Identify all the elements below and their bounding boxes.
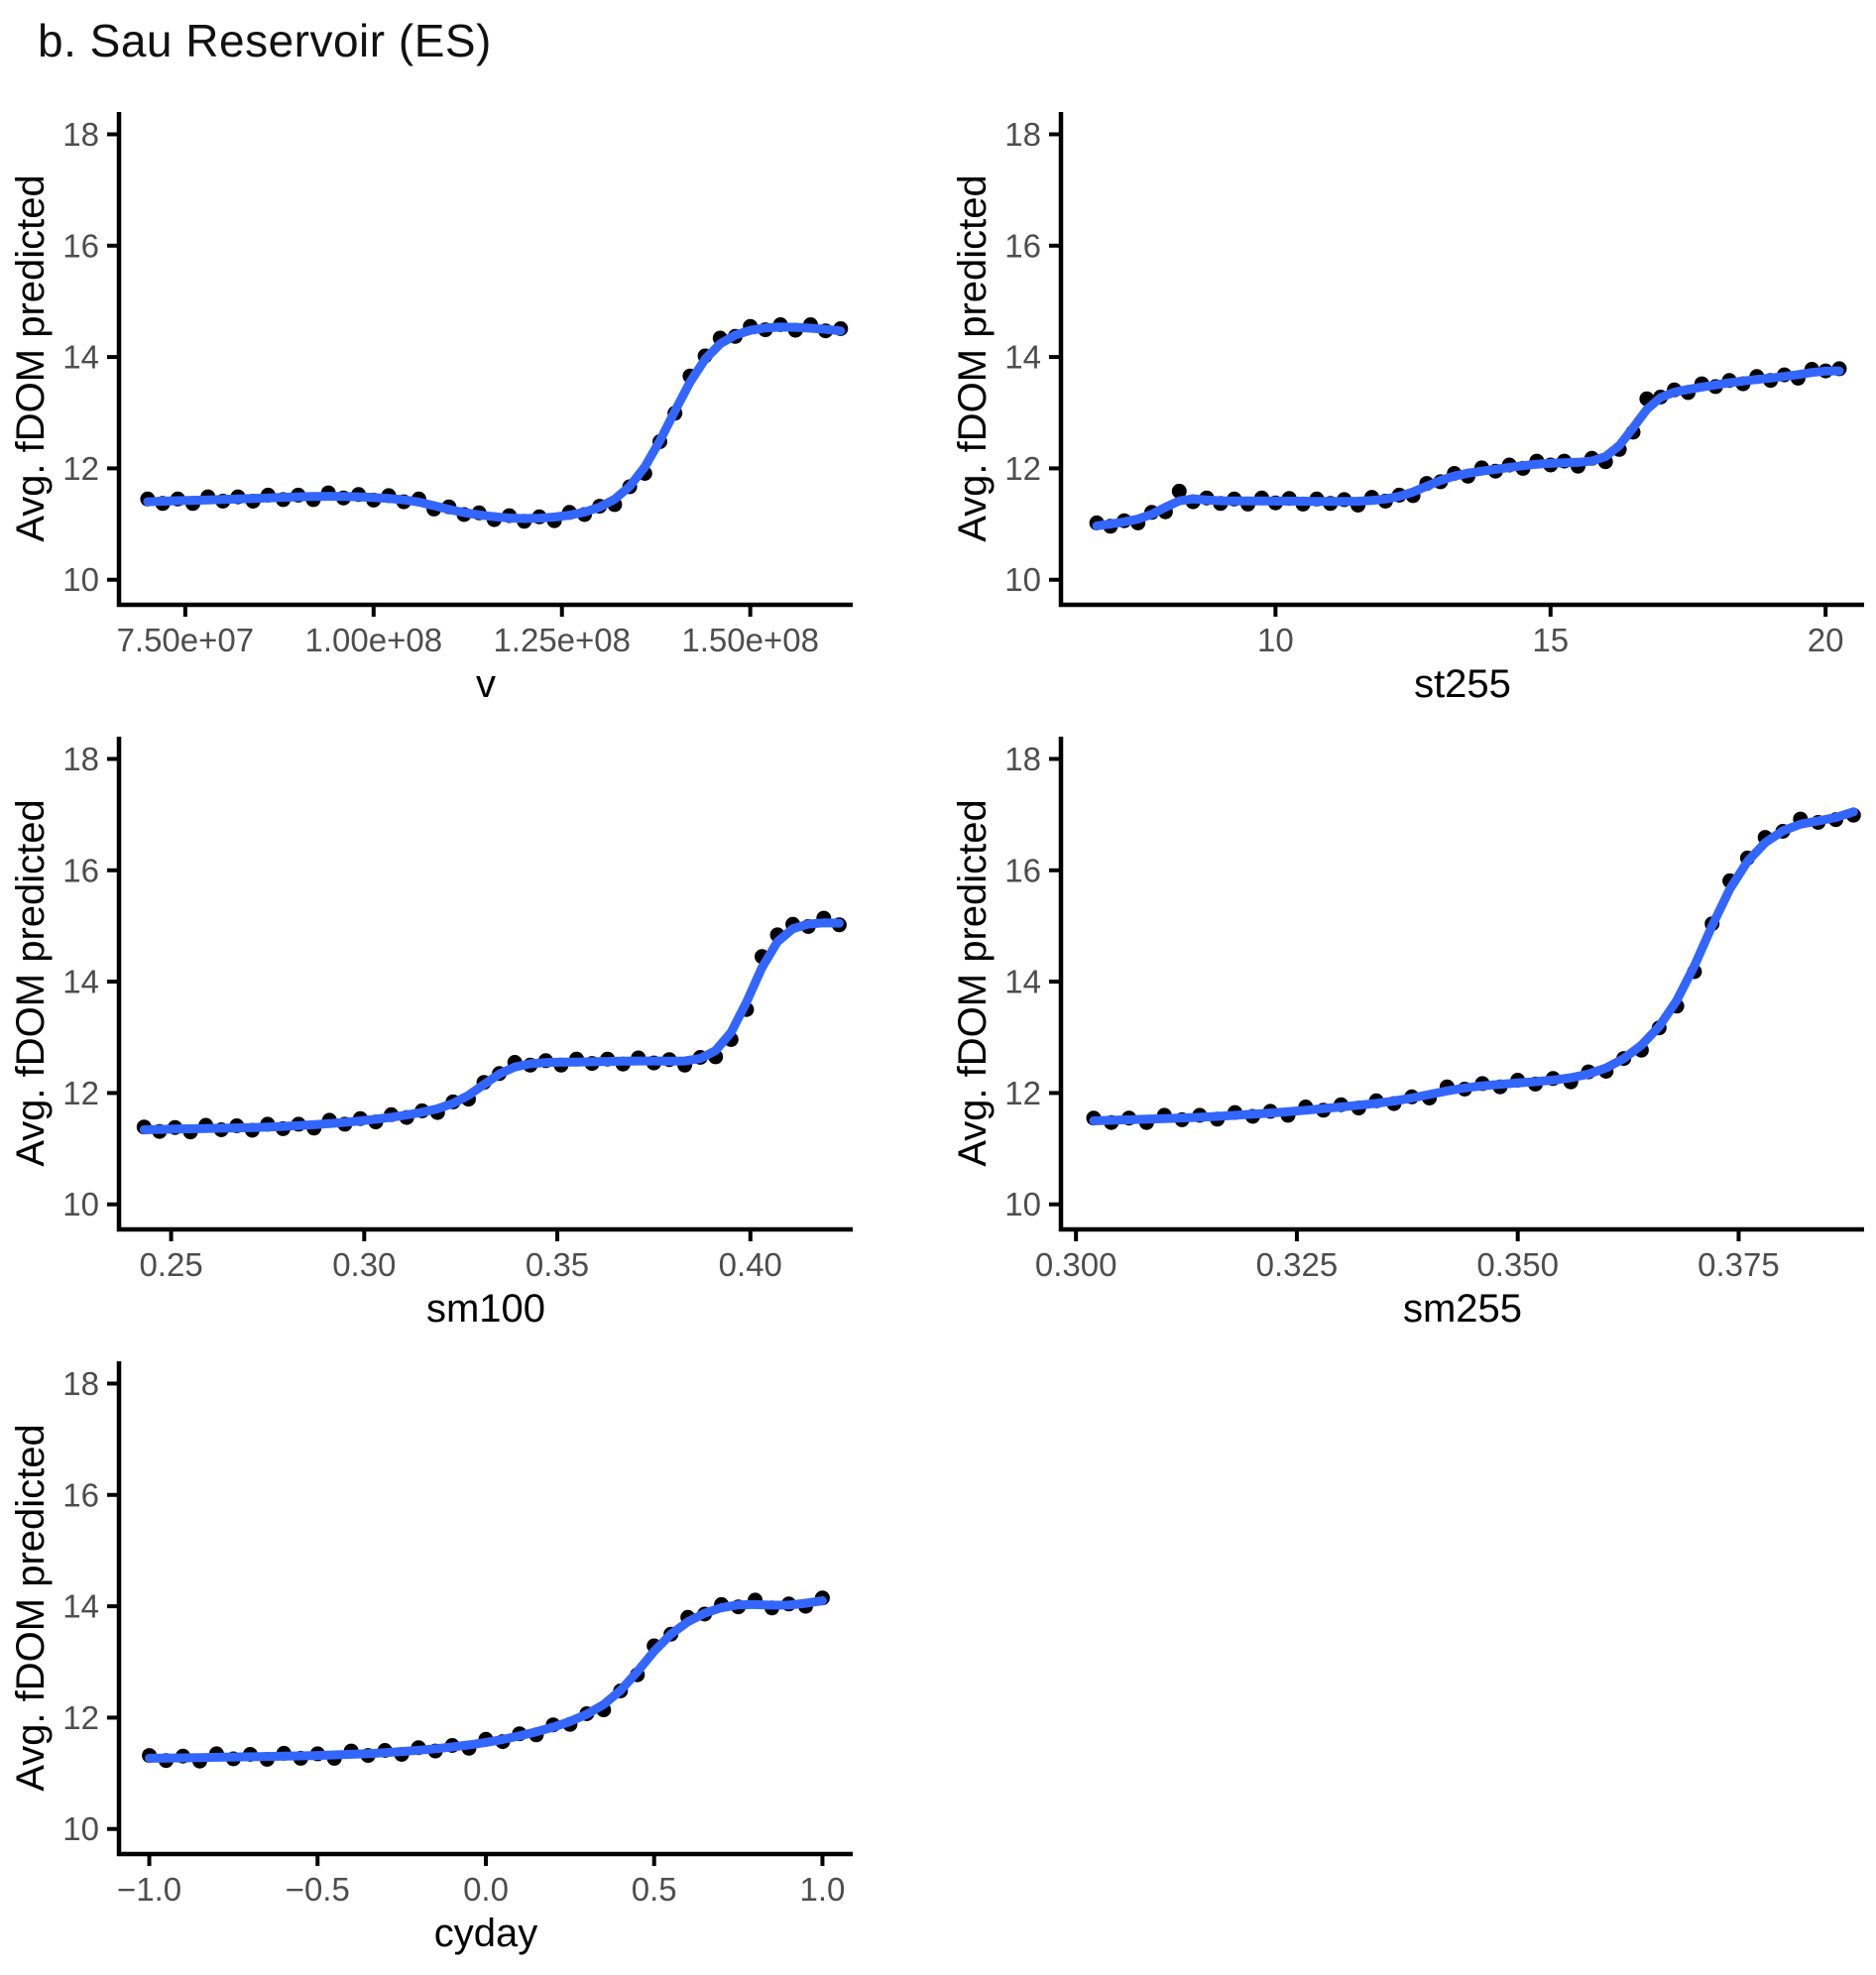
x-axis-ticks: 7.50e+07 1.00e+08 1.25e+08 1.50e+08 (117, 605, 819, 658)
svg-text:0.25: 0.25 (139, 1246, 202, 1283)
axis-lines (116, 112, 853, 608)
smooth-line (145, 1596, 827, 1763)
smooth-line (1092, 366, 1844, 530)
svg-text:12: 12 (62, 1075, 99, 1111)
plot-st255: 10 12 14 16 18 10 15 20 st255 Avg. fDOM predicted (951, 112, 1864, 706)
svg-text:−1.0: −1.0 (117, 1871, 181, 1908)
svg-text:18: 18 (62, 1365, 99, 1402)
y-axis-ticks: 10 12 14 16 18 (62, 1365, 119, 1847)
svg-text:7.50e+07: 7.50e+07 (117, 622, 255, 658)
svg-text:10: 10 (62, 1810, 99, 1847)
svg-text:12: 12 (1004, 450, 1041, 487)
y-axis-title: Avg. fDOM predicted (951, 799, 995, 1167)
panel-v: 10 12 14 16 18 7.50e+07 1.00e+08 1.25e+08 1.50e+… (0, 84, 942, 709)
svg-text:10: 10 (62, 1186, 99, 1222)
svg-text:16: 16 (62, 1476, 99, 1513)
axis-lines (1058, 737, 1864, 1232)
svg-text:16: 16 (1004, 852, 1041, 888)
svg-text:0.40: 0.40 (719, 1246, 782, 1283)
plot-sm255: 10 12 14 16 18 0.300 0.325 0.350 0.375 sm255 Avg. … (951, 737, 1864, 1331)
svg-text:16: 16 (1004, 227, 1041, 264)
panel-st255: 10 12 14 16 18 10 15 20 st255 Avg. fDOM predicted (942, 84, 1876, 709)
y-axis-title: Avg. fDOM predicted (9, 799, 53, 1167)
svg-text:18: 18 (62, 741, 99, 777)
x-axis-ticks: 0.300 0.325 0.350 0.375 (1035, 1229, 1780, 1283)
svg-text:18: 18 (62, 116, 99, 153)
svg-text:1.0: 1.0 (800, 1871, 846, 1908)
panel-cyday: 10 12 14 16 18 −1.0 −0.5 0.0 0.5 1.0 cyday Avg. fDO… (0, 1334, 942, 1958)
svg-text:14: 14 (62, 964, 99, 1000)
y-axis-title: Avg. fDOM predicted (9, 174, 53, 542)
plot-v: 10 12 14 16 18 7.50e+07 1.00e+08 1.25e+08 1.50e+… (9, 112, 853, 706)
axis-lines (116, 1361, 853, 1857)
axis-lines (1058, 112, 1864, 608)
svg-text:0.325: 0.325 (1256, 1246, 1339, 1283)
svg-text:12: 12 (62, 450, 99, 487)
x-axis-ticks: −1.0 −0.5 0.0 0.5 1.0 (117, 1854, 845, 1908)
panel-sm255: 10 12 14 16 18 0.300 0.325 0.350 0.375 sm255 Avg. … (942, 709, 1876, 1334)
svg-text:1.25e+08: 1.25e+08 (493, 622, 631, 658)
plot-sm100: 10 12 14 16 18 0.25 0.30 0.35 0.40 sm100 Avg. fDOM… (9, 737, 853, 1331)
svg-text:10: 10 (62, 561, 99, 598)
svg-text:0.0: 0.0 (463, 1871, 509, 1908)
panel-sm100: 10 12 14 16 18 0.25 0.30 0.35 0.40 sm100 Avg. fDOM… (0, 709, 942, 1334)
svg-text:12: 12 (1004, 1075, 1041, 1111)
svg-text:0.350: 0.350 (1476, 1246, 1559, 1283)
y-axis-ticks: 10 12 14 16 18 (62, 741, 119, 1222)
x-axis-ticks: 0.25 0.30 0.35 0.40 (139, 1229, 782, 1283)
svg-text:0.300: 0.300 (1035, 1246, 1117, 1283)
data-points (1086, 807, 1861, 1130)
svg-text:1.50e+08: 1.50e+08 (681, 622, 819, 658)
svg-text:18: 18 (1004, 741, 1041, 777)
svg-text:14: 14 (62, 1588, 99, 1625)
x-axis-title: sm100 (426, 1287, 545, 1331)
svg-text:0.5: 0.5 (632, 1871, 677, 1908)
svg-text:10: 10 (1257, 622, 1294, 658)
y-axis-ticks: 10 12 14 16 18 (62, 116, 119, 598)
smooth-line (139, 918, 844, 1134)
y-axis-ticks: 10 12 14 16 18 (1004, 116, 1061, 598)
y-axis-title: Avg. fDOM predicted (9, 1424, 53, 1792)
x-axis-title: v (476, 662, 496, 706)
svg-text:0.35: 0.35 (526, 1246, 589, 1283)
svg-text:14: 14 (62, 339, 99, 376)
svg-text:0.30: 0.30 (332, 1246, 396, 1283)
svg-text:1.00e+08: 1.00e+08 (305, 622, 443, 658)
smooth-line (1089, 807, 1858, 1125)
x-axis-title: st255 (1414, 662, 1511, 706)
x-axis-ticks: 10 15 20 (1257, 605, 1844, 658)
x-axis-title: sm255 (1403, 1287, 1522, 1331)
svg-text:10: 10 (1004, 561, 1041, 598)
svg-text:14: 14 (1004, 339, 1041, 376)
x-axis-title: cyday (434, 1912, 538, 1955)
y-axis-title: Avg. fDOM predicted (951, 174, 995, 542)
figure-title: b. Sau Reservoir (ES) (38, 15, 492, 66)
svg-text:14: 14 (1004, 964, 1041, 1000)
svg-text:−0.5: −0.5 (286, 1871, 350, 1908)
smooth-line (143, 322, 846, 523)
data-points (1089, 361, 1847, 534)
svg-text:15: 15 (1532, 622, 1569, 658)
svg-text:16: 16 (62, 227, 99, 264)
svg-text:10: 10 (1004, 1186, 1041, 1222)
svg-text:0.375: 0.375 (1698, 1246, 1780, 1283)
svg-text:16: 16 (62, 852, 99, 888)
y-axis-ticks: 10 12 14 16 18 (1004, 741, 1061, 1222)
data-points (136, 910, 847, 1140)
plot-cyday: 10 12 14 16 18 −1.0 −0.5 0.0 0.5 1.0 cyday Avg. fDO… (9, 1361, 853, 1955)
svg-text:12: 12 (62, 1699, 99, 1736)
axis-lines (116, 737, 853, 1232)
svg-text:18: 18 (1004, 116, 1041, 153)
svg-text:20: 20 (1808, 622, 1844, 658)
